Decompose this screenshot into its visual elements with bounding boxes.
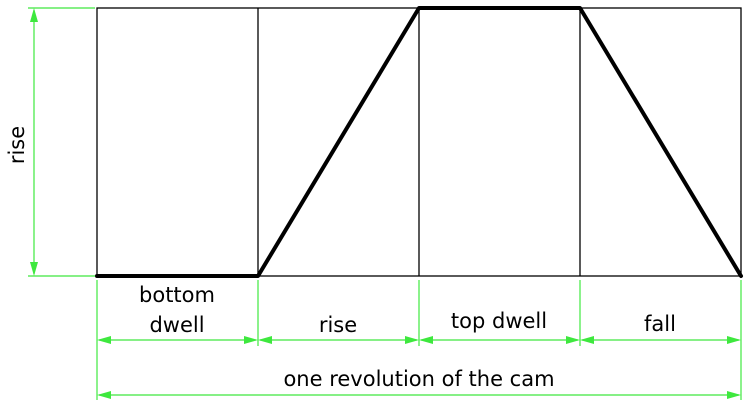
rise-segment-label: rise [319, 313, 357, 337]
bottom-dwell-arrow-right [244, 336, 258, 344]
top-dwell-label: top dwell [451, 309, 547, 333]
revolution-arrow-left [97, 391, 111, 399]
rise-segment-arrow-left [258, 336, 272, 344]
fall-label: fall [644, 312, 676, 336]
revolution-dimension [97, 391, 741, 399]
rise-dimension: rise [5, 7, 95, 277]
segment-dimensions [97, 336, 741, 344]
fall-arrow-right [727, 336, 741, 344]
rise-vertical-label: rise [5, 126, 29, 164]
revolution-arrow-right [727, 391, 741, 399]
rise-segment-arrow-right [405, 336, 419, 344]
bottom-dwell-label-line2: dwell [149, 313, 204, 337]
bottom-dwell-label-line1: bottom [139, 283, 215, 307]
bottom-dwell-arrow-left [97, 336, 111, 344]
top-dwell-arrow-right [566, 336, 580, 344]
frame-grid [96, 7, 742, 277]
rise-arrow-down [30, 262, 38, 276]
fall-arrow-left [580, 336, 594, 344]
rise-arrow-up [30, 8, 38, 22]
revolution-label: one revolution of the cam [283, 367, 554, 391]
top-dwell-arrow-left [419, 336, 433, 344]
displacement-profile [95, 6, 743, 278]
